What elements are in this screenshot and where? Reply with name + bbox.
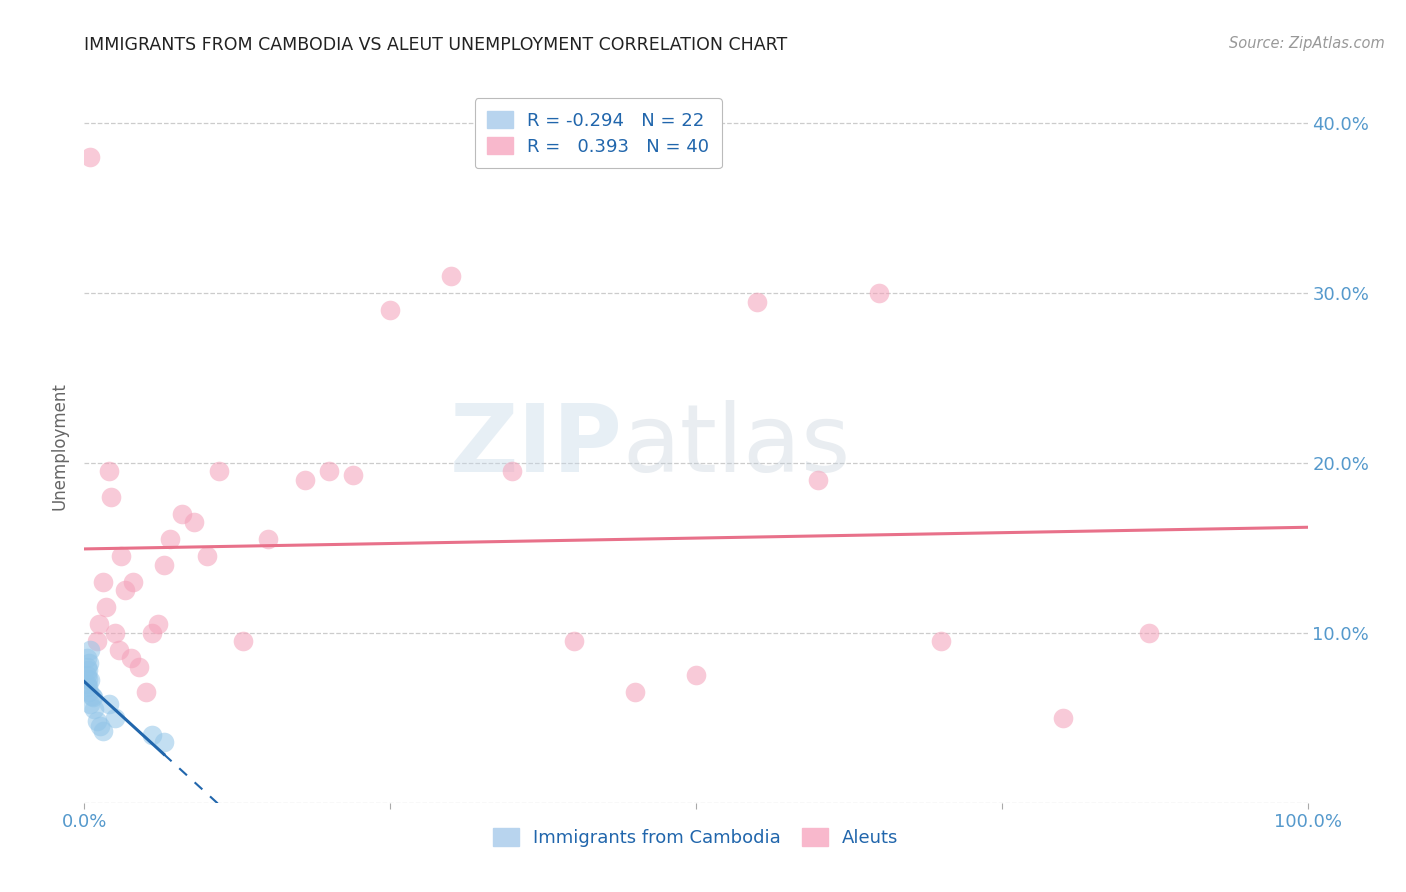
Point [86, 634, 108, 648]
Point [807, 473, 830, 487]
Point [562, 634, 585, 648]
Point [146, 617, 169, 632]
Point [153, 734, 176, 748]
Point [747, 294, 769, 309]
Point [257, 533, 280, 547]
Point [104, 626, 127, 640]
Point [79, 698, 101, 712]
Point [141, 626, 163, 640]
Point [89, 719, 111, 733]
Point [77, 685, 100, 699]
Point [77, 672, 100, 686]
Point [107, 643, 129, 657]
Point [685, 668, 707, 682]
Point [318, 465, 340, 479]
Point [79, 673, 101, 688]
Y-axis label: Unemployment: Unemployment [51, 382, 69, 510]
Point [77, 657, 100, 671]
Point [100, 490, 122, 504]
Point [153, 558, 176, 572]
Point [114, 583, 136, 598]
Text: Source: ZipAtlas.com: Source: ZipAtlas.com [1229, 36, 1385, 51]
Point [86, 714, 108, 729]
Point [91, 574, 114, 589]
Point [87, 617, 110, 632]
Point [172, 507, 194, 521]
Point [195, 549, 218, 564]
Point [76, 677, 98, 691]
Point [76, 660, 98, 674]
Text: atlas: atlas [623, 400, 851, 492]
Point [1052, 711, 1074, 725]
Point [77, 663, 100, 677]
Point [183, 516, 205, 530]
Point [294, 473, 316, 487]
Point [97, 698, 120, 712]
Point [624, 685, 647, 699]
Point [380, 303, 402, 318]
Point [122, 574, 145, 589]
Point [79, 150, 101, 164]
Point [83, 702, 105, 716]
Point [135, 685, 157, 699]
Text: IMMIGRANTS FROM CAMBODIA VS ALEUT UNEMPLOYMENT CORRELATION CHART: IMMIGRANTS FROM CAMBODIA VS ALEUT UNEMPL… [84, 36, 787, 54]
Point [869, 286, 891, 301]
Point [232, 634, 254, 648]
Point [77, 680, 100, 694]
Text: ZIP: ZIP [450, 400, 623, 492]
Point [141, 728, 163, 742]
Point [76, 651, 98, 665]
Legend: Immigrants from Cambodia, Aleuts: Immigrants from Cambodia, Aleuts [486, 822, 905, 855]
Point [76, 668, 98, 682]
Point [97, 465, 120, 479]
Point [110, 549, 132, 564]
Point [104, 711, 127, 725]
Point [80, 689, 103, 703]
Point [82, 690, 104, 705]
Point [96, 600, 118, 615]
Point [79, 643, 101, 657]
Point [91, 724, 114, 739]
Point [929, 634, 952, 648]
Point [120, 651, 142, 665]
Point [128, 660, 150, 674]
Point [1137, 626, 1160, 640]
Point [208, 465, 231, 479]
Point [502, 465, 524, 479]
Point [440, 269, 463, 284]
Point [159, 533, 181, 547]
Point [342, 467, 364, 482]
